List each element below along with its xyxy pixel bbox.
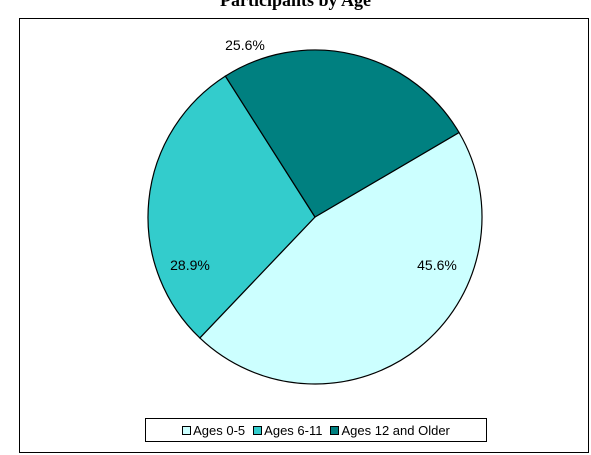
legend-label: Ages 12 and Older xyxy=(341,422,450,438)
title-strip: Participants by Age xyxy=(0,0,591,18)
legend-swatch xyxy=(253,425,263,435)
data-label-2: 28.9% xyxy=(170,257,210,273)
legend-label: Ages 0-5 xyxy=(193,422,246,438)
legend-item-ages-12-and-older: Ages 12 and Older xyxy=(330,422,450,438)
legend-label: Ages 6-11 xyxy=(264,422,323,438)
chart-title: Participants by Age xyxy=(220,0,371,10)
pie-slice-2 xyxy=(147,75,316,339)
legend-swatch xyxy=(330,425,340,435)
pie-slice-3 xyxy=(224,49,460,218)
legend-swatch xyxy=(182,425,192,435)
data-label-1: 45.6% xyxy=(417,257,457,273)
legend-item-ages-6-11: Ages 6-11 xyxy=(253,423,322,438)
legend: Ages 0-5 Ages 6-11 Ages 12 and Older xyxy=(145,418,487,442)
data-label-3: 25.6% xyxy=(225,37,265,53)
pie-slice-1 xyxy=(198,131,483,385)
legend-item-ages-0-5: Ages 0-5 xyxy=(182,423,245,438)
